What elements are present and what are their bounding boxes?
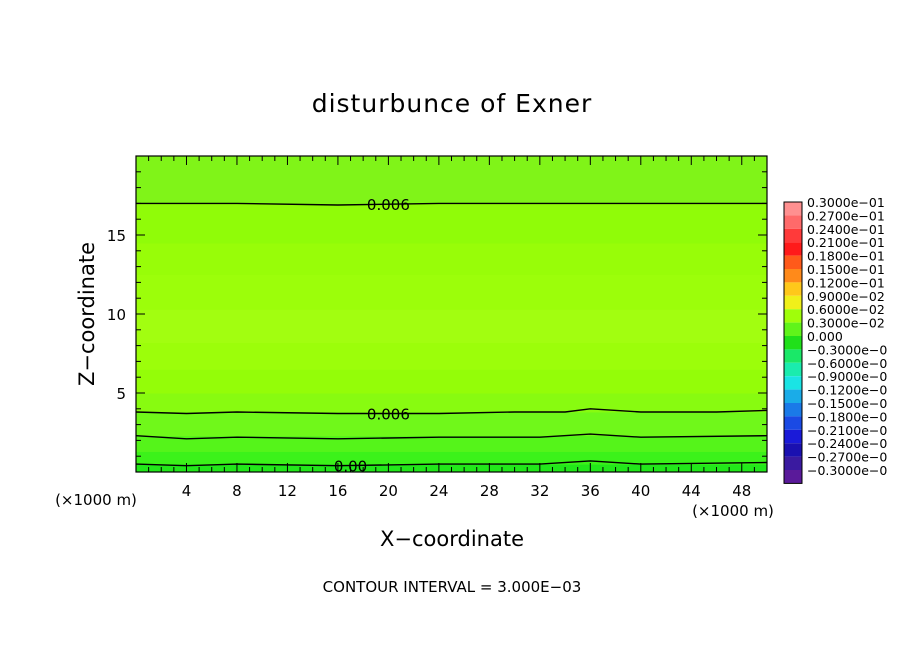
legend-swatch-5 [784,269,802,283]
band-2 [136,435,767,452]
legend-swatch-1 [784,215,802,229]
band-9 [136,242,767,275]
y-tick-label: 15 [107,227,126,245]
contour-line-2 [136,433,767,440]
band-4 [136,393,767,413]
legend-swatch-8 [784,309,802,323]
x-tick-label: 44 [682,482,701,500]
legend-label-11: −0.3000e−0 [807,342,887,357]
legend-swatch-20 [784,470,802,484]
x-unit-left: (×1000 m) [55,491,137,509]
x-tick-label: 28 [480,482,499,500]
x-tick-label: 20 [379,482,398,500]
legend-label-2: 0.2400e−01 [807,222,885,237]
legend-label-9: 0.3000e−02 [807,316,885,331]
legend-label-5: 0.1500e−01 [807,262,885,277]
contour-interval-note: CONTOUR INTERVAL = 3.000E−03 [323,578,582,596]
legend-swatch-17 [784,429,802,444]
band-8 [136,274,767,310]
legend-swatch-12 [784,362,802,377]
axis-ticks [136,156,767,472]
contour-label-3: 0.00 [334,457,367,475]
y-axis-label: Z−coordinate [75,242,99,386]
legend-label-3: 0.2100e−01 [807,235,885,250]
band-11 [136,156,767,204]
legend-label-14: −0.1200e−0 [807,383,887,398]
x-tick-label: 8 [232,482,242,500]
x-tick-label: 16 [328,482,347,500]
legend-swatch-10 [784,336,802,350]
x-tick-label: 36 [581,482,600,500]
legend-label-6: 0.1200e−01 [807,275,885,290]
legend-swatch-6 [784,282,802,296]
legend-swatch-7 [784,295,802,310]
legend-label-1: 0.2700e−01 [807,208,885,223]
contour-labels: 0.006 0.006 0.00 [334,196,410,475]
band-6 [136,342,767,370]
legend-swatch-18 [784,443,802,457]
filled-contour-bands [136,156,767,472]
band-3 [136,411,767,437]
x-tick-label: 40 [631,482,650,500]
band-5 [136,369,767,394]
legend-label-19: −0.2700e−0 [807,450,887,465]
x-unit-right: (×1000 m) [692,502,774,520]
contour-label-1: 0.006 [367,406,410,424]
band-7 [136,309,767,343]
color-legend: 0.3000e−010.2700e−010.2400e−010.2100e−01… [783,195,887,484]
legend-swatch-4 [784,255,802,269]
contour-line-1 [136,408,767,415]
legend-label-10: 0.000 [807,329,843,344]
legend-swatch-0 [784,202,802,216]
legend-label-7: 0.9000e−02 [807,289,885,304]
legend-label-17: −0.2100e−0 [807,423,887,438]
legend-label-15: −0.1500e−0 [807,396,887,411]
contour-line-0 [136,202,767,206]
legend-label-4: 0.1800e−01 [807,249,885,264]
x-axis-label: X−coordinate [380,527,524,551]
legend-label-20: −0.3000e−0 [807,463,887,478]
legend-label-18: −0.2400e−0 [807,436,887,451]
contour-label-0: 0.006 [367,196,410,214]
legend-swatch-13 [784,376,802,390]
legend-swatch-9 [784,322,802,336]
legend-label-0: 0.3000e−01 [807,195,885,210]
x-tick-label: 48 [732,482,751,500]
legend-label-13: −0.9000e−0 [807,369,887,384]
legend-swatch-3 [784,242,802,256]
legend-swatch-16 [784,416,802,430]
y-tick-label: 5 [116,385,126,403]
legend-swatch-14 [784,389,802,403]
legend-swatch-15 [784,403,802,417]
legend-label-16: −0.1800e−0 [807,409,887,424]
legend-frame [783,201,803,484]
legend-label-8: 0.6000e−02 [807,302,885,317]
chart-title: disturbunce of Exner [312,89,593,118]
legend-swatch-2 [784,228,802,243]
band-10 [136,203,767,244]
legend-label-12: −0.6000e−0 [807,356,887,371]
x-tick-label: 32 [530,482,549,500]
x-tick-labels: 4 8 12 16 20 24 28 32 36 40 44 48 [182,482,752,500]
legend-swatch-11 [784,349,802,363]
y-tick-labels: 5 10 15 [107,227,126,403]
band-1 [136,451,767,465]
legend-swatch-19 [784,456,802,470]
x-tick-label: 4 [182,482,192,500]
x-tick-label: 24 [429,482,448,500]
y-tick-label: 10 [107,306,126,324]
x-tick-label: 12 [278,482,297,500]
